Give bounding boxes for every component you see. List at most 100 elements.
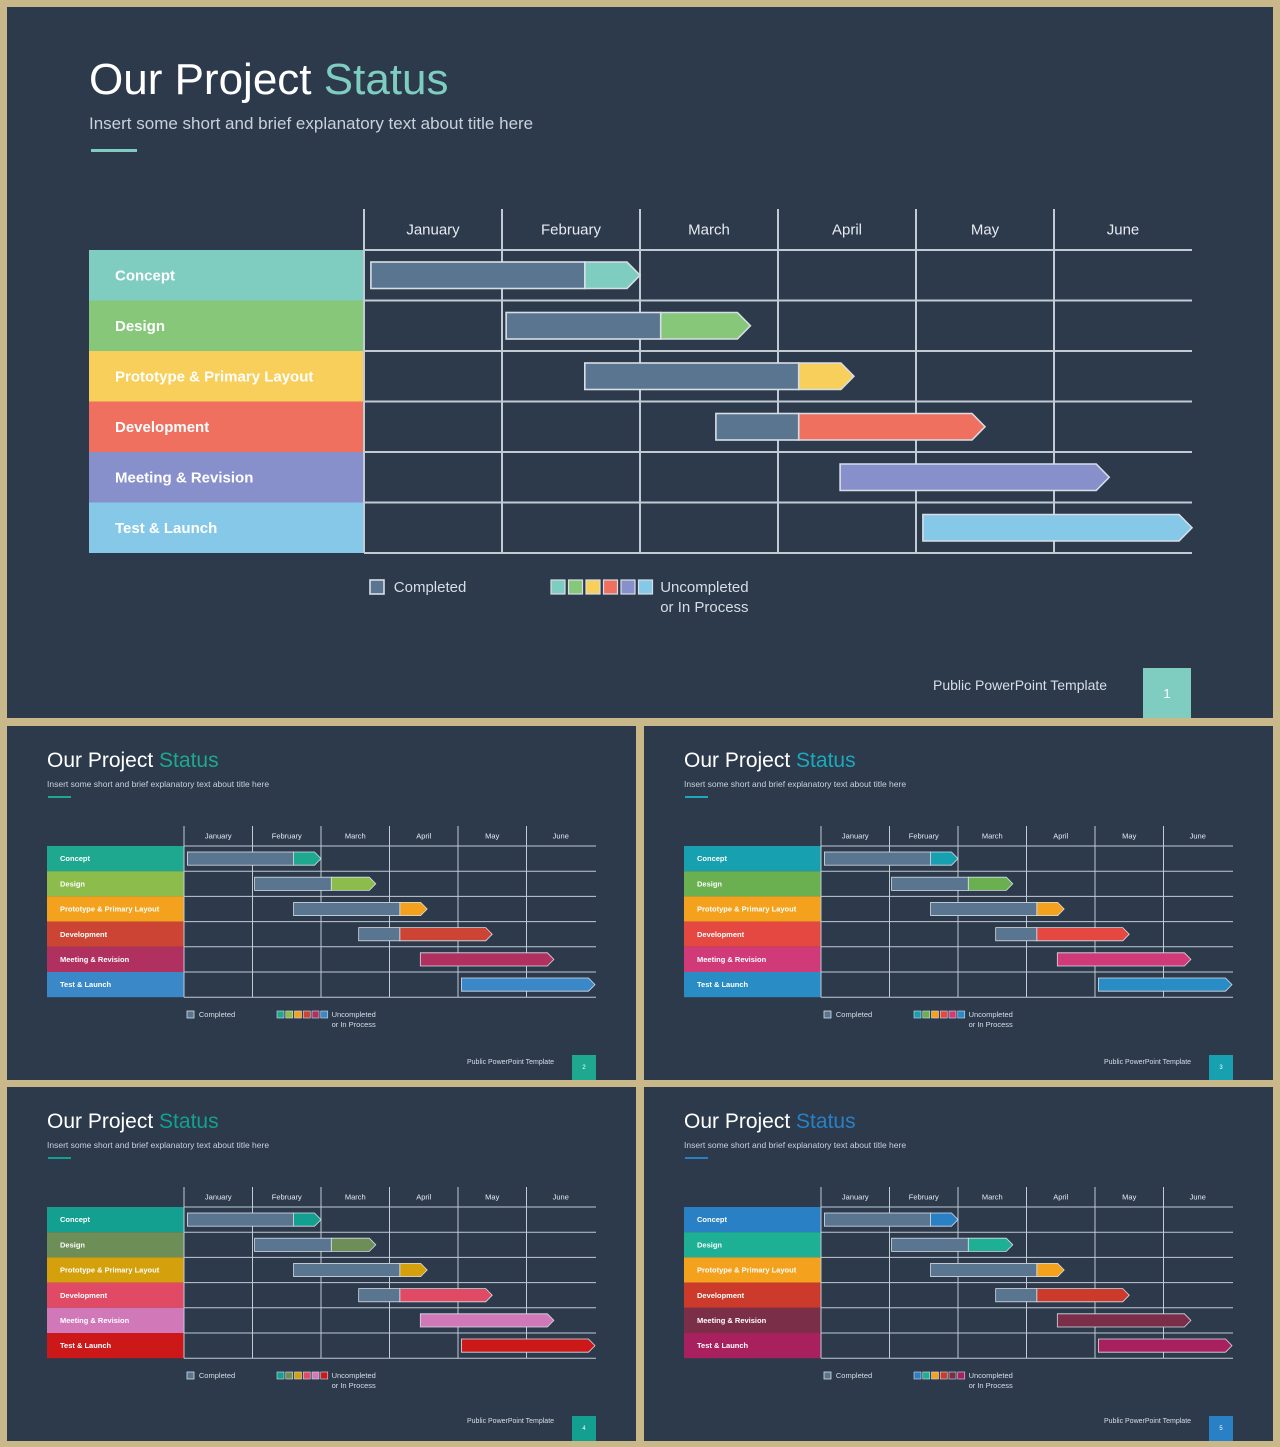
task-label: Development: [697, 1291, 745, 1300]
month-label: June: [1190, 831, 1206, 840]
month-label: March: [345, 1192, 366, 1201]
legend-uncompleted-label: Uncompleted: [332, 1371, 376, 1380]
title-main: Our Project: [684, 1110, 791, 1133]
legend-uncompleted-swatch: [276, 1010, 285, 1019]
month-label: May: [485, 1192, 499, 1201]
task-label-cell: [47, 1232, 184, 1258]
bar-uncompleted: [967, 1237, 1014, 1252]
legend-uncompleted-label: Uncompleted: [660, 579, 748, 596]
legend-uncompleted-swatch: [311, 1371, 320, 1380]
bar-uncompleted: [1056, 952, 1192, 967]
month-label: February: [909, 1192, 939, 1201]
month-label: May: [971, 221, 1000, 238]
month-label: June: [553, 831, 569, 840]
legend-uncompleted-label-line2: or In Process: [332, 1381, 376, 1390]
bar-uncompleted: [461, 977, 596, 992]
task-label-cell: [89, 300, 364, 351]
title-main: Our Project: [684, 749, 791, 772]
month-label: May: [485, 831, 499, 840]
legend-completed-label: Completed: [836, 1010, 872, 1019]
task-label-cell: [47, 946, 184, 972]
month-label: May: [1122, 1192, 1136, 1201]
month-label: June: [1107, 221, 1140, 238]
legend-uncompleted-swatch: [302, 1371, 311, 1380]
task-label: Concept: [697, 1215, 728, 1224]
task-label-cell: [47, 896, 184, 922]
bar-uncompleted: [399, 901, 428, 917]
task-label-cell: [47, 921, 184, 947]
bar-uncompleted: [930, 851, 959, 866]
task-label-cell: [89, 351, 364, 402]
slide-1[interactable]: Our Project Status Insert some short and…: [7, 7, 1273, 718]
bar-uncompleted: [399, 927, 493, 942]
bar-uncompleted: [1036, 901, 1065, 917]
bar-completed: [293, 1262, 401, 1277]
legend-uncompleted-swatch: [585, 579, 601, 595]
task-label: Prototype & Primary Layout: [115, 369, 313, 386]
slide-subtitle: Insert some short and brief explanatory …: [89, 114, 534, 133]
task-label-cell: [684, 1207, 821, 1233]
gantt-chart: Concept Design Prototype & Primary Layout D…: [684, 1187, 1233, 1390]
task-label: Design: [697, 879, 722, 888]
gantt-chart: Concept Design Prototype & Primary Layout D…: [89, 209, 1194, 616]
legend-uncompleted-label: Uncompleted: [969, 1371, 1013, 1380]
legend-uncompleted-swatch: [550, 579, 566, 595]
bar-completed: [995, 927, 1038, 942]
bar-completed: [293, 901, 401, 916]
task-label-cell: [47, 1257, 184, 1283]
task-label-cell: [47, 846, 184, 872]
footer-text: Public PowerPoint Template: [933, 677, 1108, 693]
task-label-cell: [89, 452, 364, 503]
bar-uncompleted: [330, 1237, 377, 1252]
page-number: 2: [572, 1055, 596, 1080]
slide-5[interactable]: Our Project Status Insert some short and…: [644, 1087, 1273, 1441]
task-label-cell: [89, 502, 364, 553]
bar-uncompleted: [399, 1288, 493, 1303]
title-rule: [685, 1157, 708, 1159]
month-label: April: [416, 1192, 431, 1201]
bar-uncompleted: [797, 412, 987, 441]
bar-uncompleted: [967, 876, 1014, 891]
task-label: Development: [60, 930, 108, 939]
task-label-cell: [684, 1282, 821, 1308]
legend-uncompleted-swatch: [276, 1371, 285, 1380]
month-label: February: [272, 1192, 302, 1201]
legend-uncompleted-swatch: [931, 1371, 939, 1380]
legend-uncompleted-label-line2: or In Process: [332, 1020, 376, 1029]
bar-completed: [824, 1212, 932, 1227]
slide-2[interactable]: Our Project Status Insert some short and…: [7, 726, 636, 1080]
title-rule: [685, 796, 708, 798]
task-label: Concept: [60, 854, 91, 863]
bar-completed: [930, 1262, 1038, 1277]
slide-4[interactable]: Our Project Status Insert some short and…: [7, 1087, 636, 1441]
task-label-cell: [89, 250, 364, 301]
task-label-cell: [684, 1257, 821, 1283]
month-label: January: [406, 221, 460, 238]
slide-title: Our Project Status: [47, 1110, 219, 1134]
task-label-cell: [47, 1307, 184, 1333]
month-label: March: [982, 1192, 1003, 1201]
task-label-cell: [47, 1207, 184, 1233]
task-label: Test & Launch: [60, 1341, 112, 1350]
bar-uncompleted: [1036, 927, 1130, 942]
legend-uncompleted-swatch: [913, 1371, 922, 1380]
bar-uncompleted: [922, 513, 1194, 542]
gantt-chart: Concept Design Prototype & Primary Layout D…: [47, 1187, 596, 1390]
bar-uncompleted: [419, 952, 555, 967]
bar-completed: [187, 1212, 295, 1227]
month-label: June: [553, 1192, 569, 1201]
bar-uncompleted: [330, 876, 377, 891]
task-label: Concept: [60, 1215, 91, 1224]
bar-uncompleted: [930, 1212, 959, 1227]
legend-uncompleted-swatch: [948, 1010, 957, 1019]
month-label: January: [205, 1192, 232, 1201]
bar-uncompleted: [461, 1338, 596, 1353]
page-number: 1: [1143, 668, 1191, 718]
task-label: Test & Launch: [697, 980, 749, 989]
legend-completed-swatch: [823, 1010, 832, 1019]
month-label: January: [842, 831, 869, 840]
title-rule: [48, 796, 71, 798]
slide-3[interactable]: Our Project Status Insert some short and…: [644, 726, 1273, 1080]
bar-completed: [187, 851, 295, 866]
task-label: Development: [60, 1291, 108, 1300]
